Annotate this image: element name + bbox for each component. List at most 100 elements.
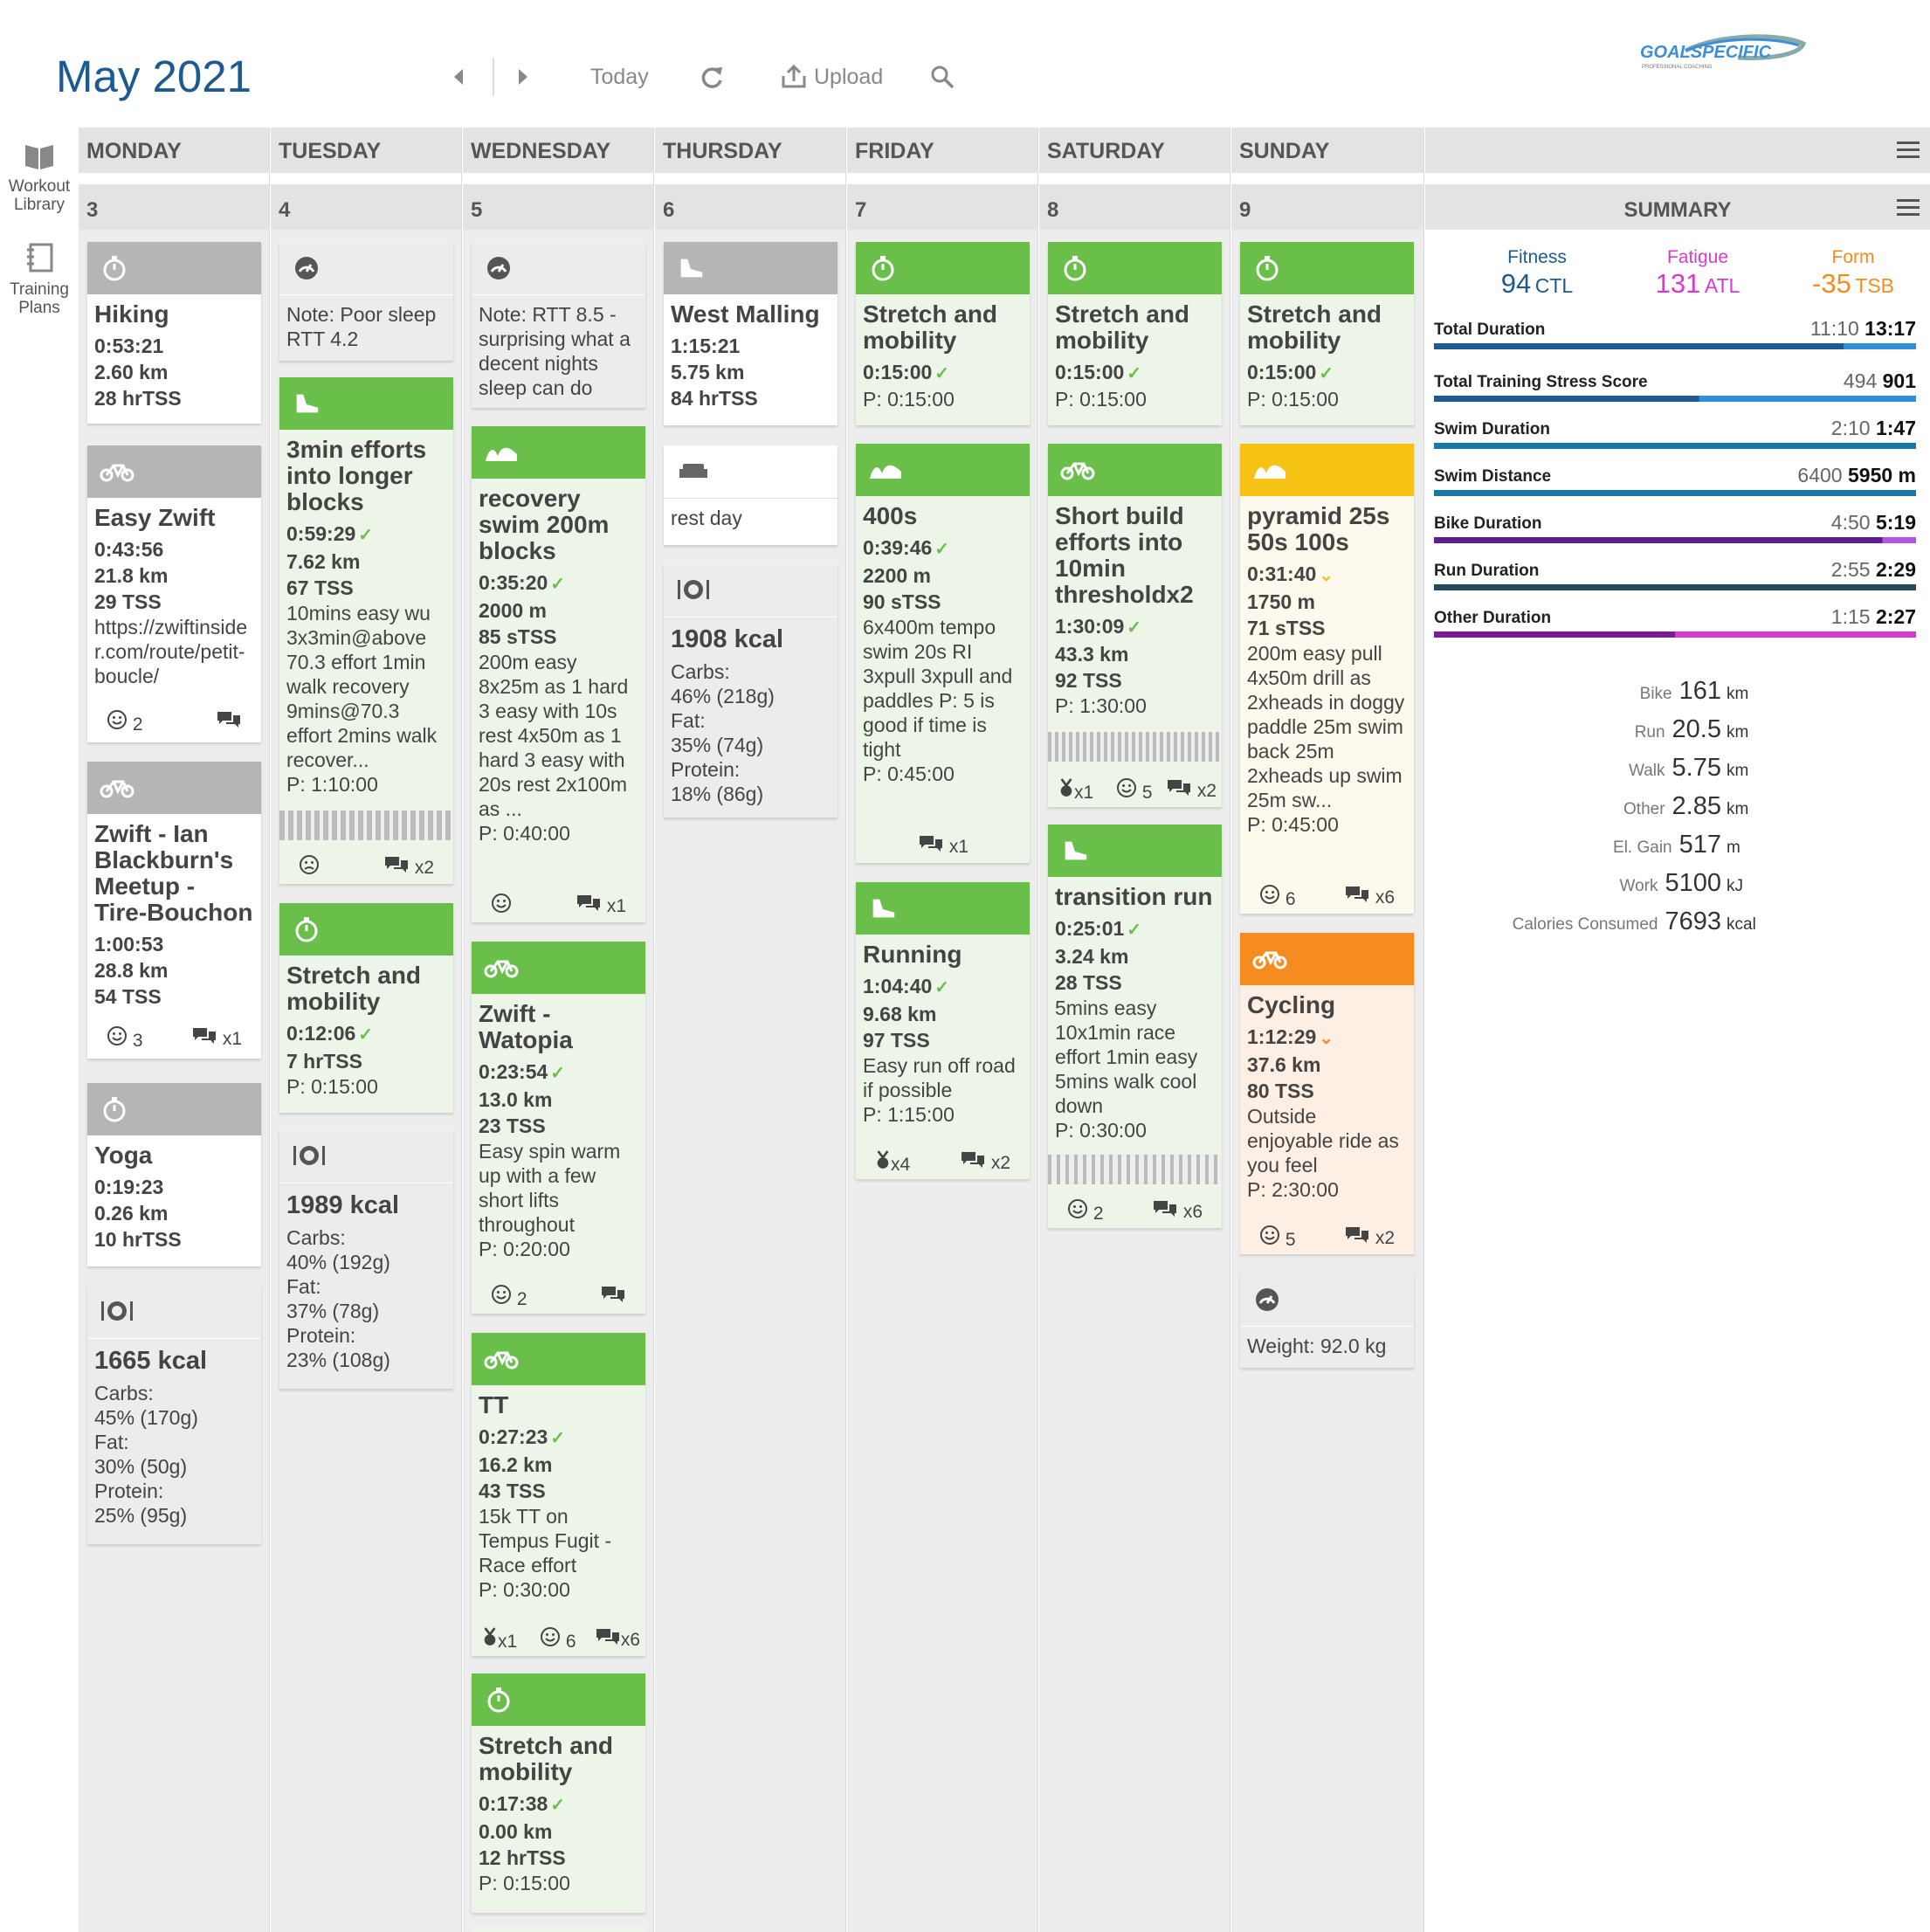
planned-duration: P: 0:15:00 <box>1055 388 1147 411</box>
planned-duration: P: 2:30:00 <box>1247 1178 1339 1201</box>
progress-bar <box>1434 631 1916 638</box>
fatigue-kpi: Fatigue 131 ATL <box>1628 247 1768 300</box>
workout-card-partial[interactable] <box>472 1927 645 1932</box>
stat-label: El. Gain <box>1613 838 1672 857</box>
workout-card-stretch[interactable]: Stretch and mobility 0:15:00 ✓ P: 0:15:00 <box>1048 242 1222 425</box>
progress-bar <box>1434 343 1916 349</box>
comments-button[interactable]: x2 <box>1166 777 1217 802</box>
upload-button[interactable]: Upload <box>781 58 883 96</box>
summary-row-swim-duration: Swim Duration 2:10 1:47 <box>1434 417 1916 459</box>
workout-distance: 37.6 km <box>1247 1053 1321 1076</box>
running-shoe-icon <box>868 894 898 922</box>
note-text: Note: Poor sleep RTT 4.2 <box>286 303 437 350</box>
workout-title: Stretch and mobility <box>1055 300 1190 354</box>
nutrition-card[interactable]: 1908 kcal Carbs: 46% (218g) Fat: 35% (74… <box>664 564 837 818</box>
row-label: Swim Duration <box>1434 420 1551 438</box>
refresh-button[interactable] <box>699 58 725 96</box>
comments-button[interactable] <box>600 1284 626 1308</box>
bike-icon <box>1060 459 1095 480</box>
workout-title: Easy Zwift <box>94 504 216 531</box>
summary-stat-bike: Bike 161 km <box>1425 677 1761 706</box>
training-plans-button[interactable]: Training Plans <box>0 241 79 317</box>
kcal-total: 1908 kcal <box>671 625 784 653</box>
workout-card-stretch[interactable]: Stretch and mobility 0:17:38 ✓ 0.00 km 12… <box>472 1673 645 1913</box>
fatigue-unit: ATL <box>1704 274 1740 297</box>
protein-label: Protein: <box>286 1324 356 1347</box>
today-button[interactable]: Today <box>590 64 649 89</box>
workout-card-hiking[interactable]: Hiking 0:53:21 2.60 km 28 hrTSS <box>87 242 261 424</box>
comments-button[interactable]: x6 <box>1344 884 1395 908</box>
week-menu-icon[interactable] <box>1897 141 1920 159</box>
nutrition-card[interactable]: 1989 kcal Carbs: 40% (192g) Fat: 37% (78… <box>279 1130 453 1389</box>
prev-week-button[interactable] <box>451 58 465 96</box>
workout-card-tt[interactable]: TT 0:27:23 ✓ 16.2 km 43 TSS 15k TT on Tem… <box>472 1333 645 1656</box>
workout-card-zwift-meetup[interactable]: Zwift - Ian Blackburn's Meetup - Tire-Bo… <box>87 762 261 1059</box>
workout-card-transition-run[interactable]: transition run 0:25:01 ✓ 3.24 km 28 TSS 5… <box>1048 825 1222 1228</box>
planned-duration: P: 0:15:00 <box>286 1075 378 1098</box>
rest-day-card[interactable]: rest day <box>664 445 837 545</box>
workout-description: Easy spin warm up with a few short lifts… <box>479 1140 621 1236</box>
refresh-icon <box>701 67 722 88</box>
comments-button[interactable]: x2 <box>383 854 434 879</box>
workout-tss: 90 sTSS <box>863 590 941 613</box>
carbs-label: Carbs: <box>671 660 730 683</box>
workout-distance: 0.00 km <box>479 1820 553 1843</box>
comments-button[interactable]: x6 <box>1152 1198 1203 1223</box>
workout-card-zwift-watopia[interactable]: Zwift - Watopia 0:23:54 ✓ 13.0 km 23 TSS … <box>472 942 645 1314</box>
workout-card-recovery-swim[interactable]: recovery swim 200m blocks 0:35:20 ✓ 2000 … <box>472 426 645 922</box>
check-icon: ✓ <box>358 526 374 545</box>
bike-icon <box>484 1349 519 1370</box>
workout-tss: 43 TSS <box>479 1480 546 1502</box>
planned-value: 494 <box>1843 369 1878 392</box>
summary-menu-icon[interactable] <box>1897 199 1920 217</box>
stopwatch-icon <box>100 1095 129 1123</box>
search-button[interactable] <box>929 58 955 96</box>
nutrition-card[interactable]: 1665 kcal Carbs: 45% (170g) Fat: 30% (50… <box>87 1286 261 1544</box>
comments-button[interactable]: x2 <box>1344 1225 1395 1249</box>
workout-card-3min-efforts[interactable]: 3min efforts into longer blocks 0:59:29 ✓… <box>279 377 453 884</box>
medal-count: x1 <box>498 1632 518 1652</box>
fitness-kpi: Fitness 94 CTL <box>1467 247 1607 300</box>
planned-duration: P: 0:45:00 <box>863 762 955 785</box>
next-week-button[interactable] <box>517 58 531 96</box>
workout-duration: 0:39:46 <box>863 536 933 559</box>
workout-card-easy-zwift[interactable]: Easy Zwift 0:43:56 21.8 km 29 TSS https:… <box>87 445 261 742</box>
workout-card-stretch[interactable]: Stretch and mobility 0:12:06 ✓ 7 hrTSS P:… <box>279 903 453 1113</box>
comments-button[interactable]: x1 <box>191 1025 242 1050</box>
comments-count: x6 <box>1182 1202 1203 1222</box>
workout-card-running[interactable]: Running 1:04:40 ✓ 9.68 km 97 TSS Easy run… <box>856 882 1030 1179</box>
smile-icon <box>491 1284 512 1305</box>
comments-button[interactable]: x1 <box>918 833 968 858</box>
workout-card-400s[interactable]: 400s 0:39:46 ✓ 2200 m 90 sTSS 6x400m temp… <box>856 444 1030 863</box>
feeling-count: 6 <box>1285 889 1296 909</box>
workout-title: transition run <box>1055 883 1213 910</box>
workout-card-west-malling[interactable]: West Malling 1:15:21 5.75 km 84 hrTSS <box>664 242 837 425</box>
comments-button[interactable]: x2 <box>960 1149 1010 1174</box>
workout-card-stretch[interactable]: Stretch and mobility 0:15:00 ✓ P: 0:15:00 <box>1240 242 1414 425</box>
check-icon: ✓ <box>550 1064 566 1083</box>
workout-card-stretch[interactable]: Stretch and mobility 0:15:00 ✓ P: 0:15:00 <box>856 242 1030 425</box>
comments-icon <box>383 854 410 873</box>
form-unit: TSB <box>1855 274 1894 297</box>
bike-icon <box>484 957 519 978</box>
workout-sparkline <box>1048 1155 1222 1184</box>
summary-stat-calories: Calories Consumed 7693 kcal <box>1425 907 1761 936</box>
workout-card-pyramid-swim[interactable]: pyramid 25s 50s 100s 0:31:40 ⌄ 1750 m 71 … <box>1240 444 1414 914</box>
planned-value: 6400 <box>1797 464 1843 486</box>
metrics-note-card[interactable]: Note: RTT 8.5 - surprising what a decent… <box>472 242 645 408</box>
feeling-count: 2 <box>132 714 143 735</box>
comments-button[interactable] <box>216 709 242 734</box>
stat-label: Calories Consumed <box>1512 915 1658 934</box>
workout-card-cycling[interactable]: Cycling 1:12:29 ⌄ 37.6 km 80 TSS Outside … <box>1240 933 1414 1254</box>
day-header-friday: FRIDAY <box>847 128 1037 173</box>
check-icon: ✓ <box>1319 364 1334 383</box>
metrics-note-card[interactable]: Note: Poor sleep RTT 4.2 <box>279 242 453 361</box>
comments-count: x1 <box>606 896 626 916</box>
workout-library-button[interactable]: Workout Library <box>0 138 79 214</box>
weight-metric-card[interactable]: Weight: 92.0 kg <box>1240 1273 1414 1368</box>
workout-card-yoga[interactable]: Yoga 0:19:23 0.26 km 10 hrTSS <box>87 1083 261 1266</box>
workout-card-short-build[interactable]: Short build efforts into 10min threshold… <box>1048 444 1222 807</box>
comments-button[interactable]: x1 <box>576 893 626 917</box>
kcal-total: 1989 kcal <box>286 1191 400 1219</box>
comments-button[interactable]: x6 <box>595 1626 640 1651</box>
